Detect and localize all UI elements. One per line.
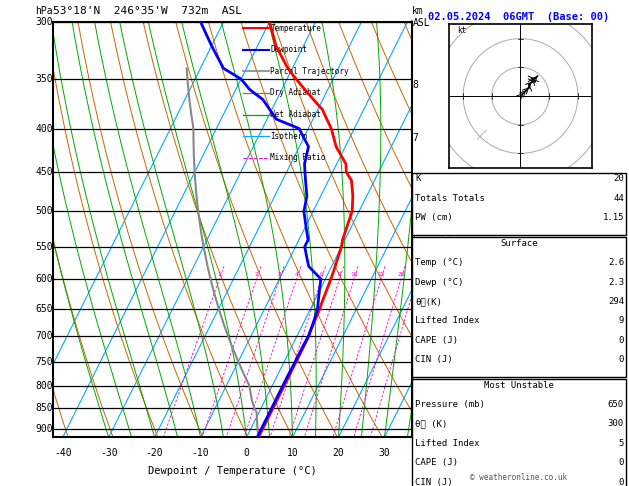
Text: Lifted Index: Lifted Index [415, 316, 480, 326]
Text: 0: 0 [243, 448, 250, 458]
Text: θᴄ(K): θᴄ(K) [415, 297, 442, 306]
Text: 0: 0 [618, 336, 624, 345]
Text: CIN (J): CIN (J) [415, 478, 453, 486]
Text: CAPE (J): CAPE (J) [415, 458, 458, 468]
Text: 10: 10 [350, 272, 358, 277]
Text: 7: 7 [413, 133, 418, 143]
Text: Lifted Index: Lifted Index [415, 439, 480, 448]
Text: Most Unstable: Most Unstable [484, 381, 554, 390]
Text: 5: 5 [618, 439, 624, 448]
Text: 400: 400 [35, 123, 53, 134]
Text: -40: -40 [54, 448, 72, 458]
Text: 700: 700 [35, 331, 53, 341]
Text: 6: 6 [413, 185, 418, 195]
Text: 20: 20 [398, 272, 404, 277]
Text: -30: -30 [100, 448, 118, 458]
Text: 44: 44 [613, 194, 624, 203]
Text: Pressure (mb): Pressure (mb) [415, 400, 485, 409]
Text: Isotherm: Isotherm [270, 132, 308, 140]
Text: 2: 2 [413, 382, 418, 392]
Text: ASL: ASL [413, 18, 430, 28]
Text: 4: 4 [295, 272, 299, 277]
Text: 1: 1 [218, 272, 221, 277]
Text: LCL: LCL [413, 433, 427, 442]
Text: hPa: hPa [35, 6, 53, 16]
Text: 5: 5 [413, 235, 418, 245]
Text: Dry Adiabat: Dry Adiabat [270, 88, 321, 97]
Text: 300: 300 [608, 419, 624, 429]
Text: 6: 6 [320, 272, 323, 277]
Text: 3: 3 [278, 272, 282, 277]
Text: Dewpoint: Dewpoint [270, 45, 308, 54]
Text: Temp (°C): Temp (°C) [415, 258, 464, 267]
Text: 550: 550 [35, 242, 53, 252]
Text: 0: 0 [618, 458, 624, 468]
Text: 53°18'N  246°35'W  732m  ASL: 53°18'N 246°35'W 732m ASL [53, 6, 242, 16]
Text: Totals Totals: Totals Totals [415, 194, 485, 203]
Text: 0: 0 [618, 478, 624, 486]
Text: K: K [415, 174, 421, 184]
Text: 800: 800 [35, 381, 53, 391]
Text: 900: 900 [35, 424, 53, 434]
Text: Wet Adiabat: Wet Adiabat [270, 110, 321, 119]
Text: 850: 850 [35, 403, 53, 413]
Text: 450: 450 [35, 167, 53, 177]
Text: 20: 20 [333, 448, 344, 458]
Text: PW (cm): PW (cm) [415, 213, 453, 223]
Text: 15: 15 [377, 272, 385, 277]
Text: 2: 2 [255, 272, 259, 277]
Text: CAPE (J): CAPE (J) [415, 336, 458, 345]
Text: 4: 4 [413, 284, 418, 294]
Text: -20: -20 [146, 448, 164, 458]
Text: 8: 8 [413, 80, 418, 90]
Text: 350: 350 [35, 74, 53, 84]
Text: kt: kt [457, 26, 467, 35]
Text: Surface: Surface [500, 239, 538, 248]
Text: 10: 10 [287, 448, 298, 458]
Text: 20: 20 [613, 174, 624, 184]
Text: 25: 25 [413, 272, 421, 277]
Text: Mixing Ratio: Mixing Ratio [270, 153, 326, 162]
Text: Parcel Trajectory: Parcel Trajectory [270, 67, 349, 76]
Text: 1.15: 1.15 [603, 213, 624, 223]
Text: Temperature: Temperature [270, 24, 321, 33]
Text: 750: 750 [35, 357, 53, 366]
Text: 1: 1 [413, 426, 418, 436]
Text: km: km [413, 6, 424, 16]
Text: © weatheronline.co.uk: © weatheronline.co.uk [470, 473, 567, 482]
Text: 8: 8 [338, 272, 342, 277]
Text: 02.05.2024  06GMT  (Base: 00): 02.05.2024 06GMT (Base: 00) [428, 12, 610, 22]
Text: 3: 3 [413, 335, 418, 345]
Text: Dewp (°C): Dewp (°C) [415, 278, 464, 287]
Text: -10: -10 [192, 448, 209, 458]
Text: 0: 0 [618, 355, 624, 364]
Text: 500: 500 [35, 206, 53, 216]
Text: Mixing Ratio (g/kg): Mixing Ratio (g/kg) [443, 232, 452, 327]
Text: 650: 650 [35, 304, 53, 313]
Text: 600: 600 [35, 274, 53, 284]
Text: 30: 30 [379, 448, 390, 458]
Text: θᴄ (K): θᴄ (K) [415, 419, 447, 429]
Text: 650: 650 [608, 400, 624, 409]
Text: CIN (J): CIN (J) [415, 355, 453, 364]
Text: 300: 300 [35, 17, 53, 27]
Text: 2.6: 2.6 [608, 258, 624, 267]
Text: 9: 9 [618, 316, 624, 326]
Text: Dewpoint / Temperature (°C): Dewpoint / Temperature (°C) [148, 467, 317, 476]
Text: 294: 294 [608, 297, 624, 306]
Text: 2.3: 2.3 [608, 278, 624, 287]
